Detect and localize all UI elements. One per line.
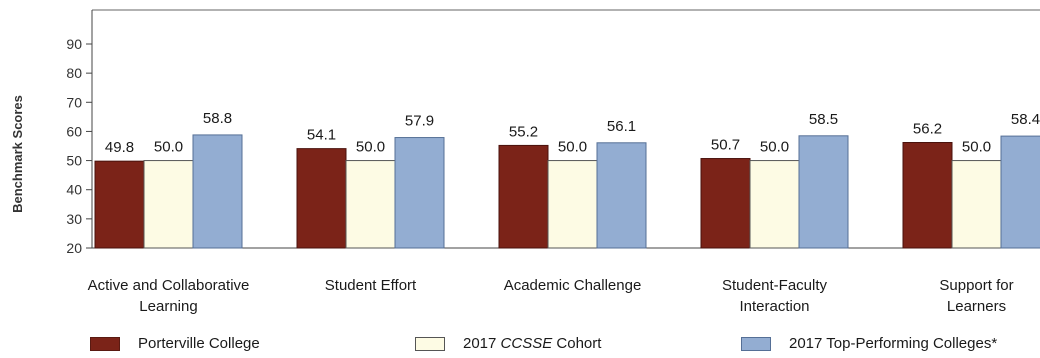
bar	[498, 144, 549, 249]
category-label: Academic Challenge	[504, 277, 642, 294]
y-tick-label: 30	[66, 211, 82, 227]
category-label: Active and Collaborative	[88, 277, 250, 294]
category-label: Student-Faculty	[722, 277, 828, 294]
data-label: 56.2	[913, 121, 942, 138]
legend-item-porterville: Porterville College	[90, 335, 260, 352]
data-label: 54.1	[307, 127, 336, 144]
bar	[902, 142, 953, 249]
legend-item-cohort: 2017 CCSSE Cohort	[415, 335, 601, 352]
legend-swatch-top-performing	[741, 336, 771, 351]
data-label: 50.0	[760, 139, 789, 156]
category-label: Learners	[947, 298, 1006, 315]
legend-swatch-porterville	[90, 336, 120, 351]
y-tick-label: 70	[66, 94, 82, 110]
category-label: Student Effort	[325, 277, 417, 294]
legend-label-porterville: Porterville College	[138, 335, 260, 352]
legend-label-top-performing: 2017 Top-Performing Colleges*	[789, 335, 998, 352]
legend-item-top-performing: 2017 Top-Performing Colleges*	[741, 335, 997, 352]
legend-swatch-cohort	[415, 336, 445, 351]
bar	[749, 160, 800, 249]
data-label: 58.4	[1011, 111, 1040, 128]
bar	[798, 135, 849, 249]
bar	[951, 160, 1002, 249]
bar	[143, 160, 194, 249]
bar	[192, 134, 243, 249]
bar	[296, 148, 347, 249]
y-tick-label: 80	[66, 65, 82, 81]
y-tick-label: 60	[66, 123, 82, 139]
category-label: Interaction	[739, 298, 809, 315]
y-tick-label: 40	[66, 182, 82, 198]
y-tick-label: 20	[66, 240, 82, 256]
data-label: 56.1	[607, 118, 636, 135]
y-axis-title: Benchmark Scores	[10, 95, 25, 213]
data-label: 55.2	[509, 123, 538, 140]
legend-label-cohort: 2017 CCSSE Cohort	[463, 335, 602, 352]
bar	[547, 160, 598, 249]
data-label: 58.8	[203, 110, 232, 127]
data-label: 50.0	[558, 139, 587, 156]
bar	[394, 137, 445, 249]
category-label: Learning	[139, 298, 197, 315]
y-tick-label: 90	[66, 36, 82, 52]
bar	[1000, 135, 1040, 249]
category-label: Support for	[939, 277, 1013, 294]
data-label: 50.0	[356, 139, 385, 156]
bar	[345, 160, 396, 249]
data-label: 50.0	[154, 139, 183, 156]
data-label: 57.9	[405, 113, 434, 130]
bar	[94, 160, 145, 249]
data-label: 50.7	[711, 137, 740, 154]
bar	[596, 142, 647, 249]
y-tick-label: 50	[66, 153, 82, 169]
data-label: 58.5	[809, 111, 838, 128]
data-label: 50.0	[962, 139, 991, 156]
bar	[700, 158, 751, 249]
data-label: 49.8	[105, 139, 134, 156]
